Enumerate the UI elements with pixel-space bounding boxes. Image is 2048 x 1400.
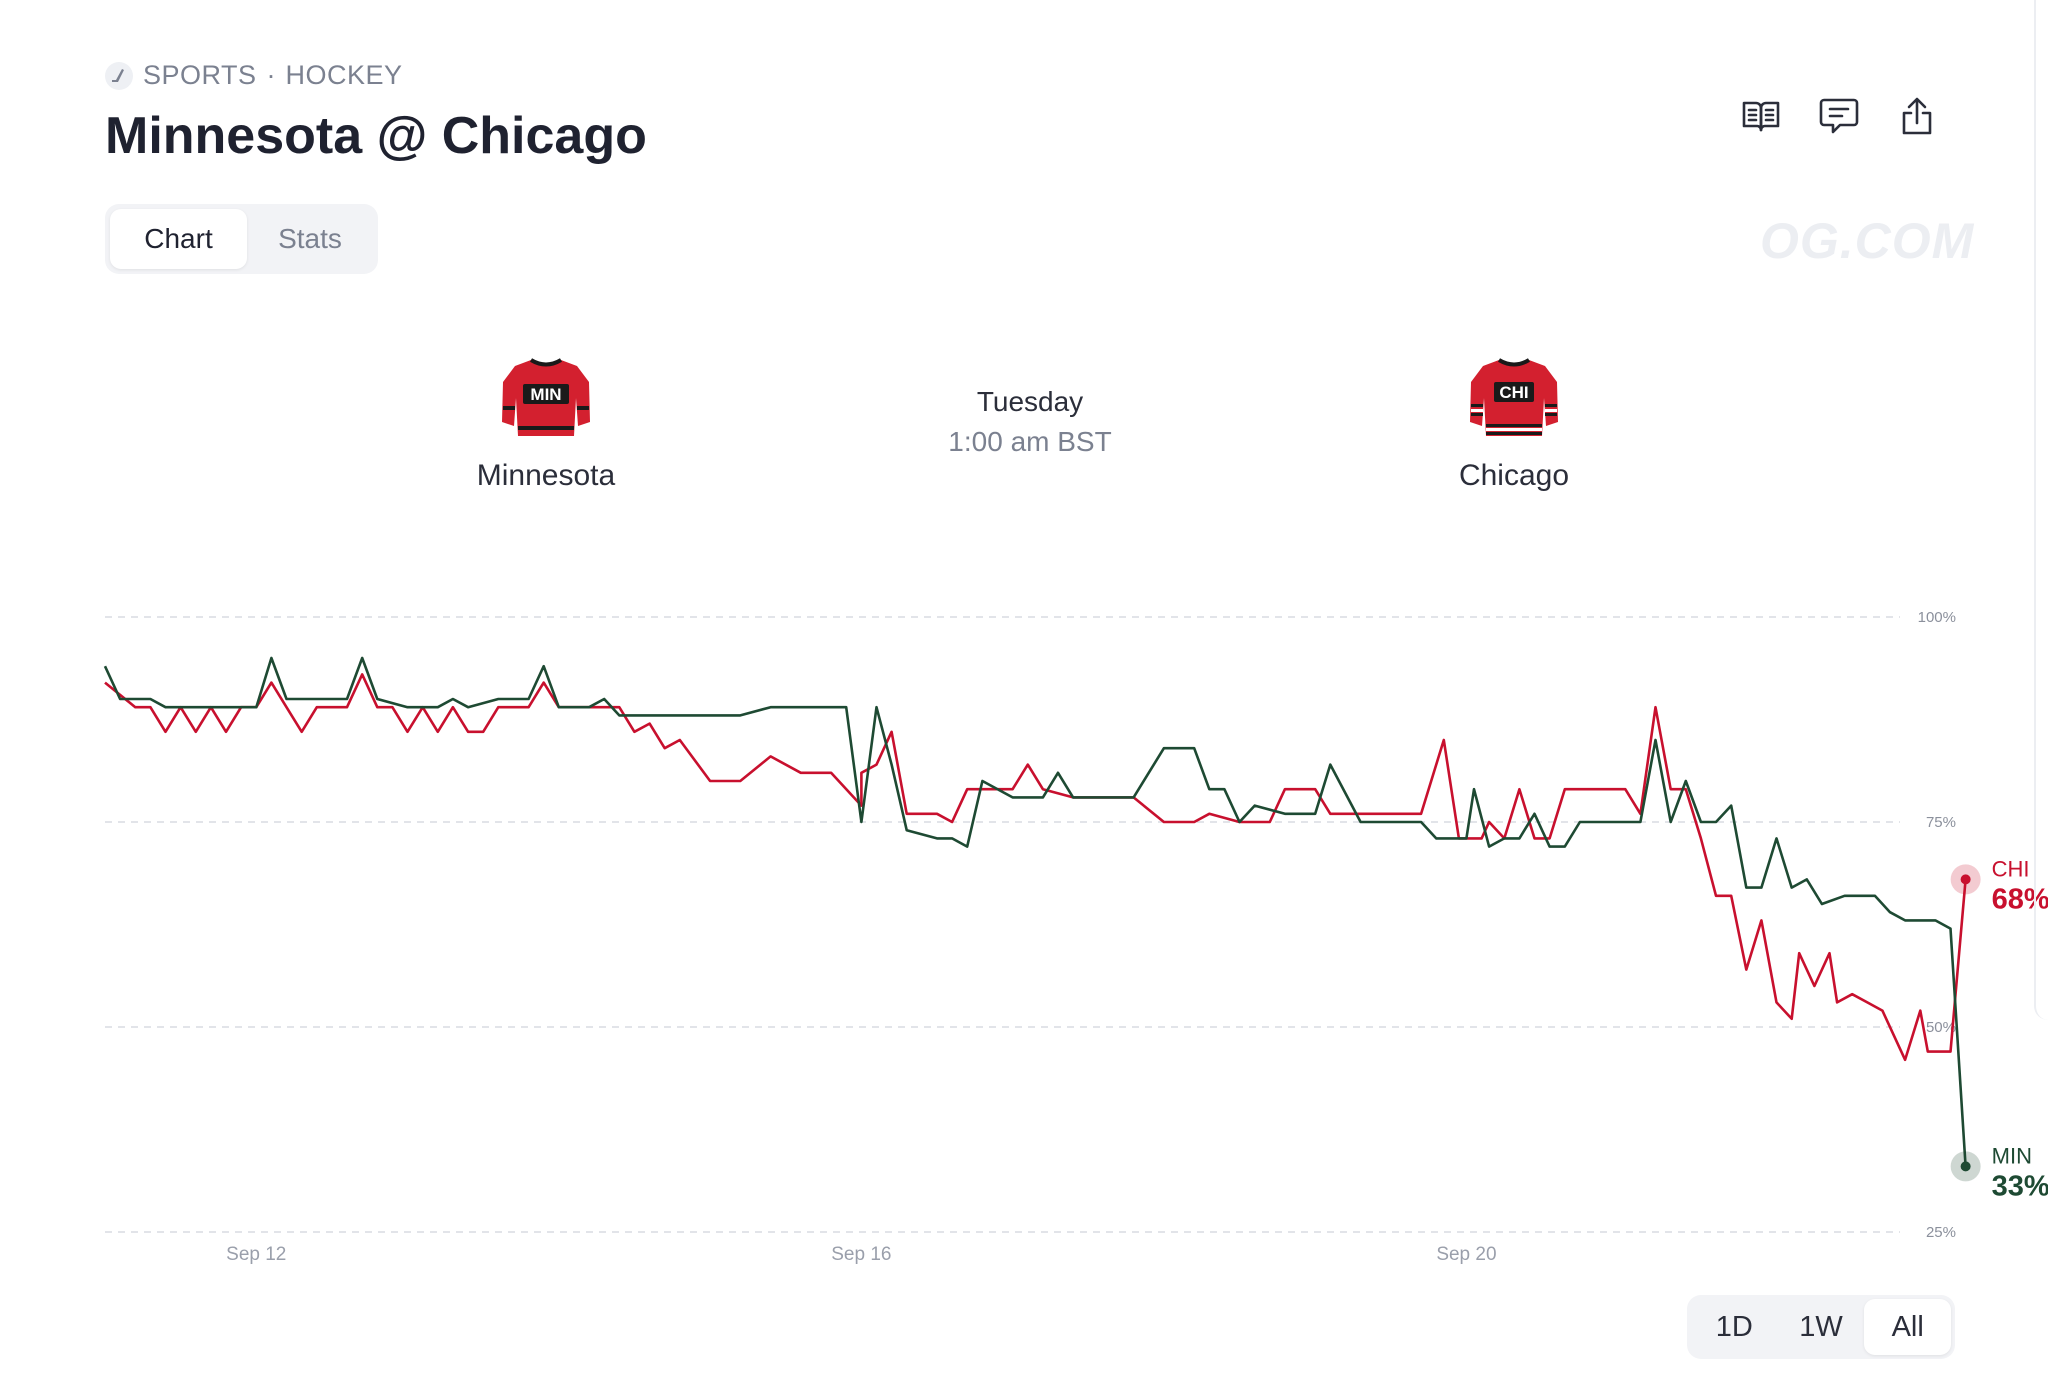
header-actions — [1740, 95, 1938, 137]
team-away[interactable]: MIN Minnesota — [396, 356, 696, 493]
breadcrumb: SPORTS · HOCKEY — [105, 60, 403, 91]
breadcrumb-category[interactable]: SPORTS — [143, 60, 257, 90]
team-away-name: Minnesota — [476, 459, 616, 492]
range-all-button[interactable]: All — [1864, 1299, 1952, 1355]
page-title: Minnesota @ Chicago — [105, 107, 647, 165]
book-icon[interactable] — [1740, 95, 1782, 137]
svg-text:CHI: CHI — [1499, 383, 1528, 402]
jersey-icon-chi: CHI — [1470, 358, 1558, 436]
view-tabs: Chart Stats — [105, 204, 378, 274]
team-home-name: Chicago — [1458, 459, 1570, 492]
game-start-time: 1:00 am BST — [948, 426, 1112, 457]
x-tick-label: Sep 16 — [831, 1244, 891, 1265]
series-label: CHI — [1992, 856, 2030, 881]
jersey-icon-min: MIN — [502, 358, 590, 436]
game-day: Tuesday — [976, 386, 1084, 417]
x-tick-label: Sep 12 — [226, 1244, 286, 1265]
series-value: 33% — [1992, 1170, 2048, 1202]
series-line-chi — [104, 673, 1967, 1062]
tab-chart[interactable]: Chart — [110, 209, 247, 269]
team-home[interactable]: CHI Chicago — [1364, 356, 1664, 493]
comment-icon[interactable] — [1818, 95, 1860, 137]
hockey-icon — [105, 61, 133, 90]
breadcrumb-separator: · — [266, 60, 276, 90]
side-panel-edge — [2034, 0, 2048, 1020]
y-tick-label: 75% — [1926, 814, 1956, 831]
breadcrumb-subcategory[interactable]: HOCKEY — [285, 60, 403, 90]
range-1w-button[interactable]: 1W — [1799, 1310, 1843, 1343]
series-value: 68% — [1992, 883, 2048, 915]
share-icon[interactable] — [1896, 95, 1938, 137]
y-tick-label: 25% — [1926, 1224, 1956, 1241]
svg-text:MIN: MIN — [530, 385, 561, 404]
range-1d-button[interactable]: 1D — [1715, 1310, 1753, 1343]
series-line-min — [103, 656, 1967, 1167]
game-time: Tuesday 1:00 am BST — [880, 386, 1180, 458]
range-selector: 1D 1W All — [1687, 1295, 1955, 1359]
y-tick-label: 50% — [1926, 1019, 1956, 1036]
series-endpoint-min[interactable] — [1960, 1161, 1971, 1172]
y-tick-label: 100% — [1918, 609, 1956, 626]
series-label: MIN — [1992, 1143, 2032, 1168]
x-tick-label: Sep 20 — [1436, 1244, 1496, 1265]
tab-stats[interactable]: Stats — [278, 223, 342, 254]
series-endpoint-chi[interactable] — [1960, 874, 1971, 885]
watermark-logo: OG.COM — [1760, 213, 1975, 269]
